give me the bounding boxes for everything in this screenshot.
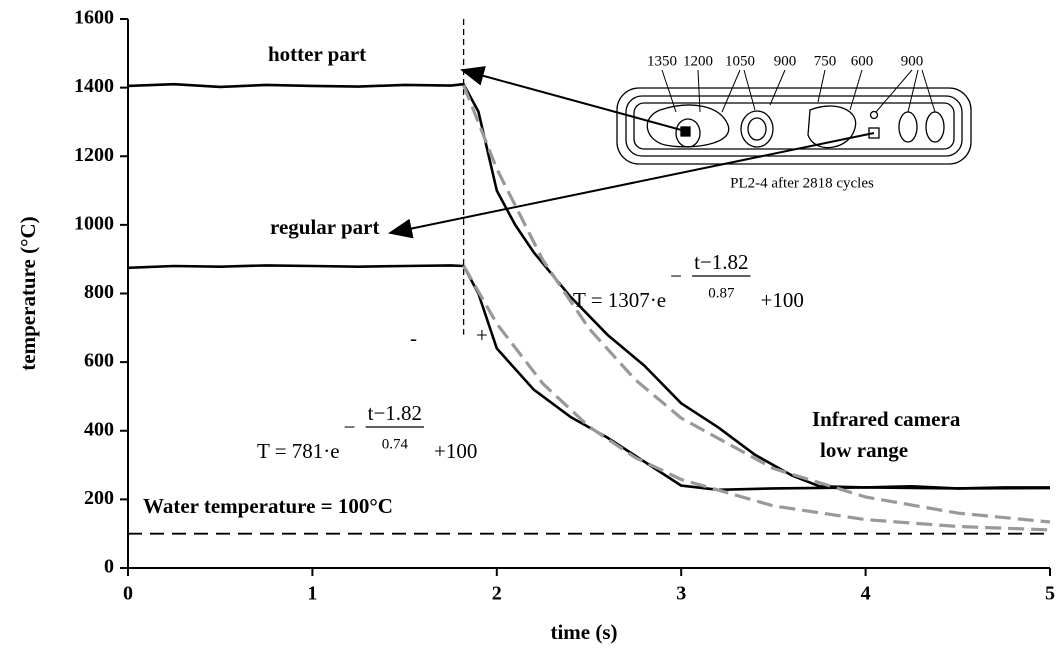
- formula-numerator: t−1.82: [694, 250, 748, 274]
- y-tick-label: 200: [84, 487, 114, 509]
- series-line: [464, 266, 1050, 530]
- inset-leader: [662, 70, 935, 112]
- y-tick-label: 1000: [74, 212, 114, 234]
- formula-numerator: t−1.82: [368, 401, 422, 425]
- inset-contour: [926, 112, 944, 142]
- inset-contour: [647, 105, 728, 147]
- formula-sign: −: [670, 264, 682, 288]
- x-tick-label: 1: [307, 583, 317, 605]
- arrow: [462, 70, 685, 131]
- formula-lhs: T = 781·e: [257, 439, 340, 463]
- annotation: -: [410, 326, 417, 350]
- inset-label: 900: [901, 53, 924, 69]
- inset-label: 1050: [725, 53, 755, 69]
- page: {"chart_data": { "type": "line", "xlabel…: [0, 0, 1062, 649]
- inset-label: 1350: [647, 53, 677, 69]
- y-tick-label: 1600: [74, 7, 114, 29]
- x-tick-label: 2: [492, 583, 502, 605]
- formula-rhs: +100: [434, 439, 477, 463]
- annotation: hotter part: [268, 42, 366, 66]
- annotation: +: [476, 323, 488, 347]
- y-tick-label: 800: [84, 281, 114, 303]
- inset-contour: [741, 111, 773, 147]
- inset-contour: [871, 112, 878, 119]
- chart: 0 200 400 600 800 1000 1200 1400 1600 0 1 2 3 4 5 time …: [0, 0, 1062, 649]
- x-tick-label: 3: [676, 583, 686, 605]
- formula-denominator: 0.74: [382, 436, 409, 452]
- x-axis-label: time (s): [550, 620, 617, 644]
- y-tick-label: 400: [84, 418, 114, 440]
- y-tick-label: 1400: [74, 75, 114, 97]
- hot-spot-marker: [681, 127, 690, 136]
- inset-label: 750: [814, 53, 837, 69]
- formula-rhs: +100: [761, 288, 804, 312]
- formula-lhs: T = 1307·e: [573, 288, 666, 312]
- inset-label: 600: [851, 53, 874, 69]
- inset-caption: PL2-4 after 2818 cycles: [730, 175, 874, 191]
- formula-denominator: 0.87: [708, 285, 735, 301]
- y-tick-label: 600: [84, 350, 114, 372]
- inset-contour: [748, 118, 766, 140]
- annotation: low range: [820, 438, 908, 462]
- y-tick-label: 0: [104, 556, 114, 578]
- inset-label: 900: [774, 53, 797, 69]
- formula-sign: −: [344, 415, 356, 439]
- annotation: regular part: [270, 215, 379, 239]
- inset-label: 1200: [683, 53, 713, 69]
- y-tick-label: 1200: [74, 144, 114, 166]
- annotation: Water temperature = 100°C: [143, 494, 393, 518]
- x-tick-label: 0: [123, 583, 133, 605]
- inset-contour: [899, 112, 917, 142]
- y-axis-label: temperature (°C): [16, 216, 40, 370]
- annotation: Infrared camera: [812, 407, 961, 431]
- x-tick-label: 5: [1045, 583, 1055, 605]
- x-tick-label: 4: [861, 583, 871, 605]
